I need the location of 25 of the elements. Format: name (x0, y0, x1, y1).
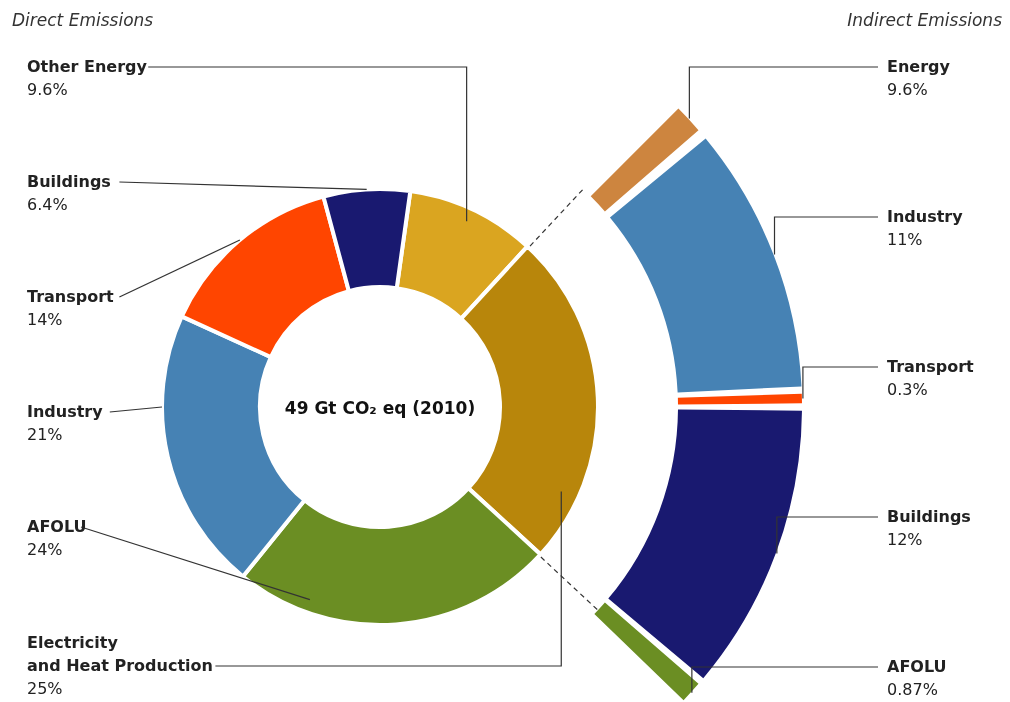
data-label: 6.4% (27, 195, 68, 214)
slice-label: Industry (27, 402, 104, 421)
data-label: 24% (27, 540, 63, 559)
category-label: Transport (887, 357, 975, 376)
chart-title: Direct Emissions (12, 10, 154, 30)
slice-label: Electricity and Heat Production (27, 633, 213, 675)
data-label: 21% (27, 425, 63, 444)
category-label: AFOLU (887, 657, 947, 676)
text: 12% (887, 530, 923, 549)
slice-label: Buildings (27, 172, 111, 191)
data-label: 25% (27, 679, 63, 698)
data-label: 9.6% (27, 80, 68, 99)
text: 0.3% (887, 380, 928, 399)
data-label: 14% (27, 310, 63, 329)
text: 9.6% (887, 80, 928, 99)
text: 49 Gt CO₂ eq (2010) (284, 398, 476, 418)
category-label: Energy (887, 57, 951, 76)
text: 0.87% (887, 680, 938, 699)
text: Indirect Emissions (847, 10, 1003, 30)
category-label: Buildings (887, 507, 971, 526)
slice-label: Transport (27, 287, 115, 306)
slice-label: AFOLU (27, 517, 87, 536)
text: 11% (887, 230, 923, 249)
slice-label: Other Energy (27, 57, 148, 76)
category-label: Industry (887, 207, 964, 226)
